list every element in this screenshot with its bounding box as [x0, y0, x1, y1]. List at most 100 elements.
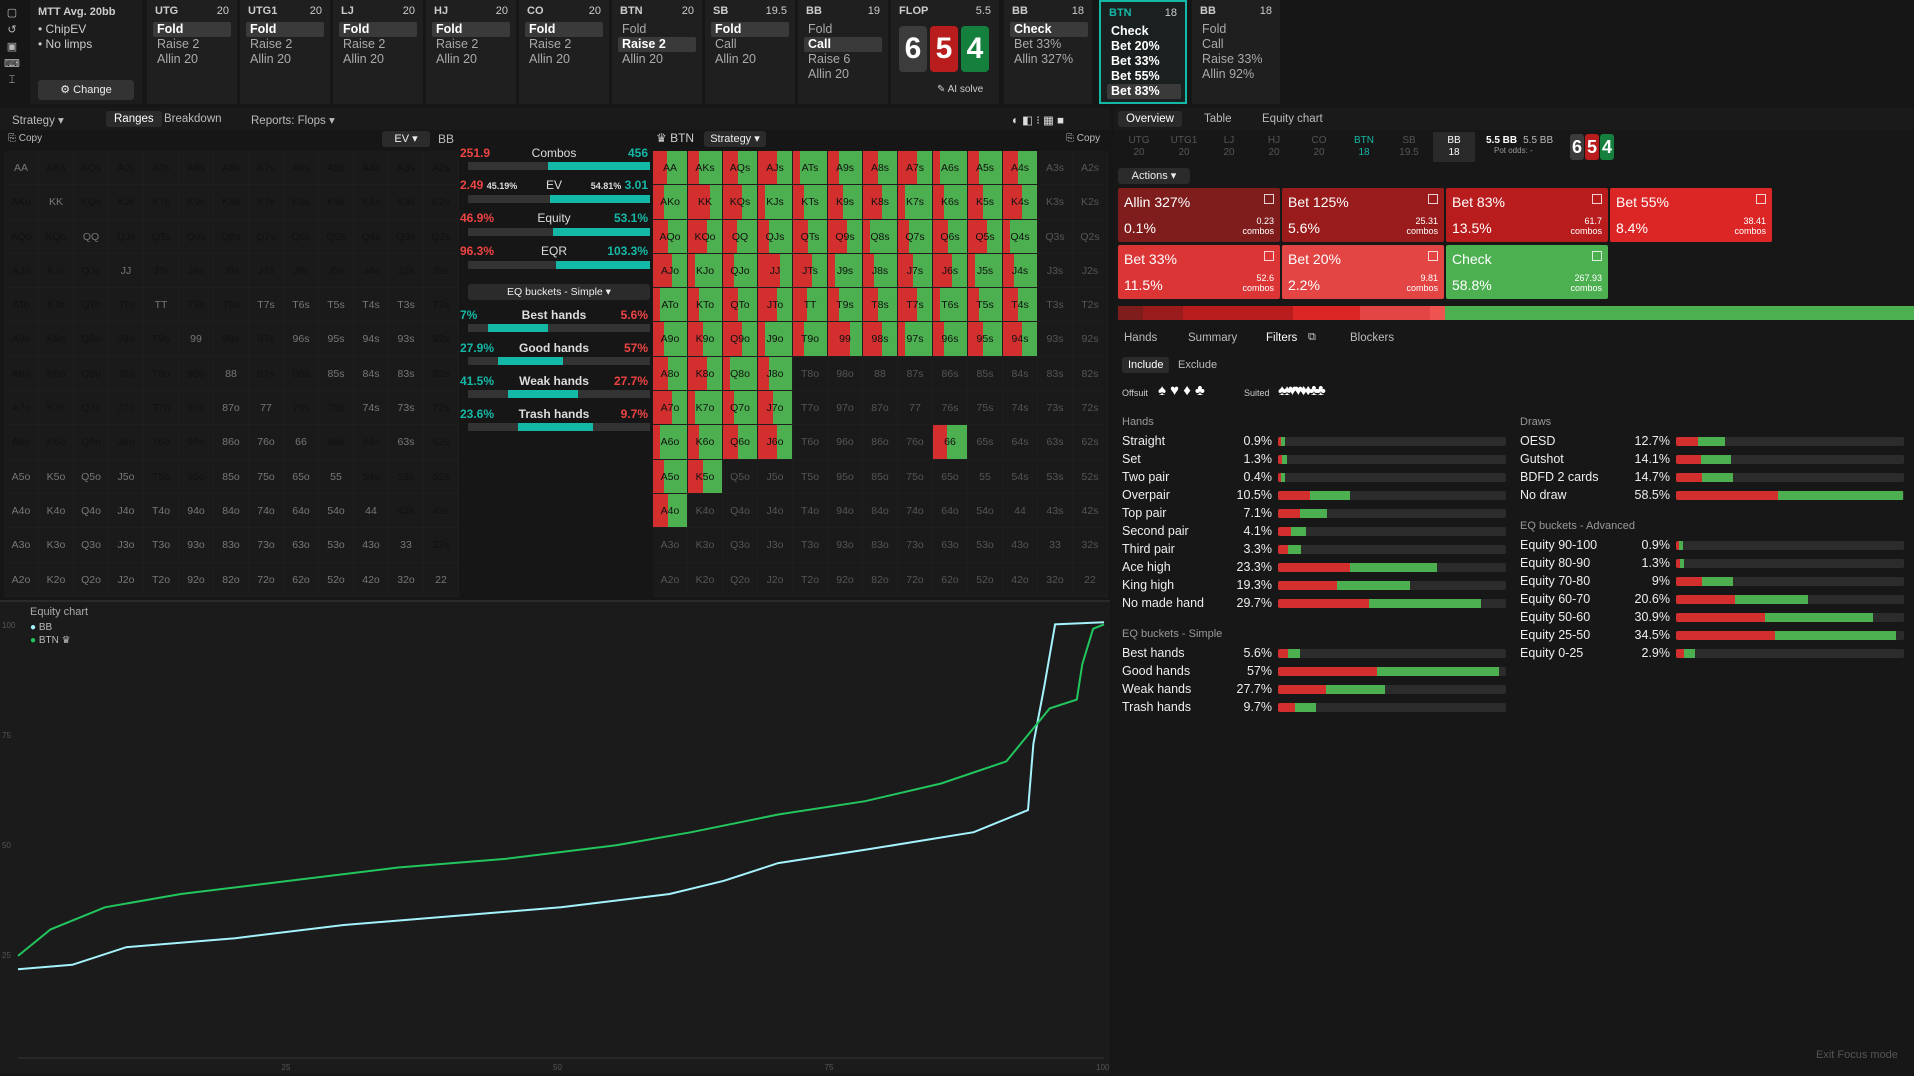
range-cell[interactable]: K2s	[424, 185, 459, 220]
range-cell[interactable]: 55	[319, 459, 354, 494]
range-cell[interactable]: K7s	[249, 185, 284, 220]
range-cell[interactable]: QTo	[74, 288, 109, 323]
range-cell[interactable]: A2o	[4, 562, 39, 597]
include-toggle[interactable]: Include	[1122, 357, 1170, 373]
hands-row[interactable]: Straight 0.9%	[1122, 434, 1512, 449]
strategy-cell[interactable]: 66	[933, 425, 968, 460]
strategy-cell[interactable]: Q5s	[968, 219, 1003, 254]
strategy-cell[interactable]: TT	[793, 288, 828, 323]
range-cell[interactable]: 53o	[319, 528, 354, 563]
exit-focus-mode[interactable]: Exit Focus mode	[1816, 1049, 1898, 1061]
action-option[interactable]: Raise 2	[343, 37, 386, 51]
range-cell[interactable]: J7s	[249, 253, 284, 289]
range-cell[interactable]: 97s	[249, 322, 284, 357]
range-cell[interactable]: A6s	[284, 151, 319, 186]
range-cell[interactable]: KTo	[39, 288, 74, 323]
strategy-cell[interactable]: KK	[688, 185, 723, 220]
strategy-cell[interactable]: 42o	[1003, 562, 1038, 597]
strategy-cell[interactable]: 63s	[1038, 425, 1073, 460]
action-option[interactable]: Allin 20	[529, 52, 570, 66]
change-button[interactable]: ⚙ Change	[38, 80, 134, 100]
strategy-cell[interactable]: A3s	[1038, 151, 1073, 186]
strategy-cell[interactable]: JTs	[793, 253, 828, 289]
range-cell[interactable]: A3s	[389, 151, 424, 186]
strategy-cell[interactable]: 87o	[863, 391, 898, 426]
copy-left-button[interactable]: ⎘ Copy	[8, 133, 43, 144]
range-cell[interactable]: 85o	[214, 459, 249, 494]
range-cell[interactable]: K7o	[39, 391, 74, 426]
subtab-summary[interactable]: Summary	[1188, 332, 1238, 344]
strategy-cell[interactable]: A9s	[828, 151, 863, 186]
range-cell[interactable]: A9s	[179, 151, 214, 186]
strategy-cell[interactable]: A8s	[863, 151, 898, 186]
action-option[interactable]: Raise 6	[808, 52, 851, 66]
strategy-cell[interactable]: 44	[1003, 493, 1038, 529]
range-cell[interactable]: JTs	[144, 253, 179, 289]
range-cell[interactable]: A9o	[4, 322, 39, 357]
strategy-cell[interactable]: Q4s	[1003, 219, 1038, 254]
strategy-cell[interactable]: 86o	[863, 425, 898, 460]
strategy-cell[interactable]: T8o	[793, 356, 828, 392]
strategy-cell[interactable]: J8o	[758, 356, 793, 392]
seat-hj[interactable]: HJ 20	[1253, 132, 1295, 162]
range-cell[interactable]: J9o	[109, 322, 144, 357]
strategy-cell[interactable]: K7o	[688, 391, 723, 426]
range-cell[interactable]: A5s	[319, 151, 354, 186]
strategy-cell[interactable]: 85s	[968, 356, 1003, 392]
action-option[interactable]: Allin 20	[808, 67, 849, 81]
strategy-cell[interactable]: QJs	[758, 219, 793, 254]
range-cell[interactable]: K4s	[354, 185, 389, 220]
strategy-cell[interactable]: T7s	[898, 288, 933, 323]
hands-row[interactable]: King high 19.3%	[1122, 578, 1512, 593]
range-cell[interactable]: JJ	[109, 253, 144, 289]
strategy-cell[interactable]: 76o	[898, 425, 933, 460]
strategy-cell[interactable]: A5o	[653, 459, 688, 494]
range-cell[interactable]: A7s	[249, 151, 284, 186]
position-btn-5[interactable]: BTN 20 Fold Raise 2 Allin 20	[612, 0, 702, 104]
range-cell[interactable]: 92s	[424, 322, 459, 357]
strategy-cell[interactable]: 85o	[863, 459, 898, 494]
strategy-cell[interactable]: 83s	[1038, 356, 1073, 392]
action-card-check[interactable]: Check 58.8% 267.93 combos	[1446, 245, 1608, 299]
range-cell[interactable]: 44	[354, 493, 389, 529]
strategy-cell[interactable]: J5o	[758, 459, 793, 494]
range-cell[interactable]: 64s	[354, 425, 389, 460]
range-cell[interactable]: 74o	[249, 493, 284, 529]
strategy-cell[interactable]: 82s	[1073, 356, 1108, 392]
tab-equity-chart[interactable]: Equity chart	[1262, 113, 1323, 125]
strategy-cell[interactable]: KQs	[723, 185, 758, 220]
range-cell[interactable]: Q2o	[74, 562, 109, 597]
strategy-cell[interactable]: T9o	[793, 322, 828, 357]
strategy-cell[interactable]: 72o	[898, 562, 933, 597]
range-cell[interactable]: 75o	[249, 459, 284, 494]
range-cell[interactable]: 53s	[389, 459, 424, 494]
action-option[interactable]: Fold	[432, 22, 510, 37]
range-cell[interactable]: AKs	[39, 151, 74, 186]
seat-lj[interactable]: LJ 20	[1208, 132, 1250, 162]
range-cell[interactable]: K8s	[214, 185, 249, 220]
view-toggle-icons[interactable]: ◐ ◧ ⁝ ▦ ■	[1012, 115, 1065, 127]
strategy-cell[interactable]: AA	[653, 151, 688, 186]
strategy-mode-select[interactable]: Strategy ▾	[704, 131, 766, 147]
ev-select[interactable]: EV ▾	[382, 131, 430, 147]
strategy-cell[interactable]: 73s	[1038, 391, 1073, 426]
range-cell[interactable]: 62o	[284, 562, 319, 597]
range-cell[interactable]: J2o	[109, 562, 144, 597]
range-cell[interactable]: T2o	[144, 562, 179, 597]
range-cell[interactable]: A5o	[4, 459, 39, 494]
strategy-cell[interactable]: 82o	[863, 562, 898, 597]
strategy-cell[interactable]: A3o	[653, 528, 688, 563]
range-cell[interactable]: 75s	[319, 391, 354, 426]
range-cell[interactable]: K4o	[39, 493, 74, 529]
range-cell[interactable]: Q5s	[319, 219, 354, 254]
strategy-cell[interactable]: Q6o	[723, 425, 758, 460]
position-lj-2[interactable]: LJ 20 Fold Raise 2 Allin 20	[333, 0, 423, 104]
strategy-cell[interactable]: K7s	[898, 185, 933, 220]
strategy-cell[interactable]: 96s	[933, 322, 968, 357]
strategy-cell[interactable]: 22	[1073, 562, 1108, 597]
undo-icon[interactable]: ↺	[7, 24, 17, 36]
strategy-cell[interactable]: 92s	[1073, 322, 1108, 357]
subtab-filters[interactable]: Filters	[1266, 332, 1298, 344]
strategy-cell[interactable]: A2s	[1073, 151, 1108, 186]
range-cell[interactable]: Q5o	[74, 459, 109, 494]
